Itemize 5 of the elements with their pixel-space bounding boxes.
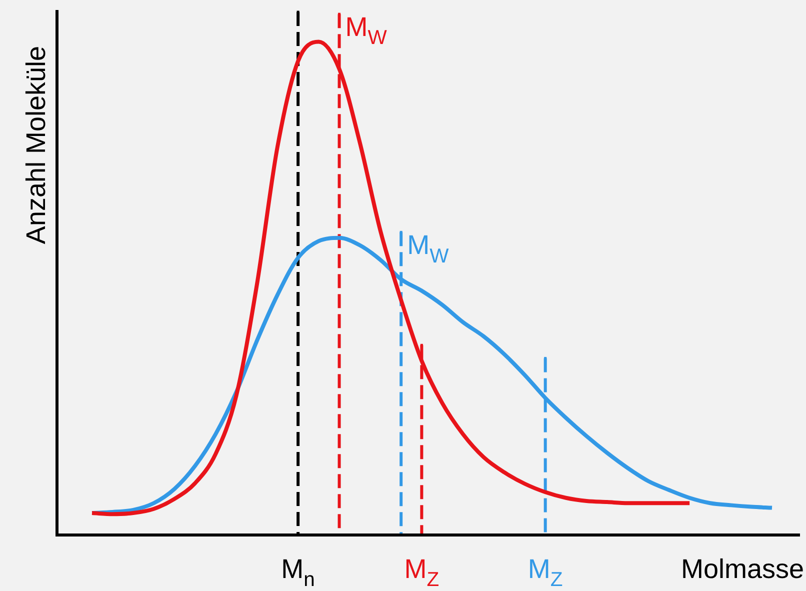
point <box>338 12 341 16</box>
y-axis-title: Anzahl Moleküle <box>21 46 51 244</box>
x-axis-title: Molmasse <box>680 554 804 584</box>
point <box>420 344 423 346</box>
point <box>400 230 402 234</box>
